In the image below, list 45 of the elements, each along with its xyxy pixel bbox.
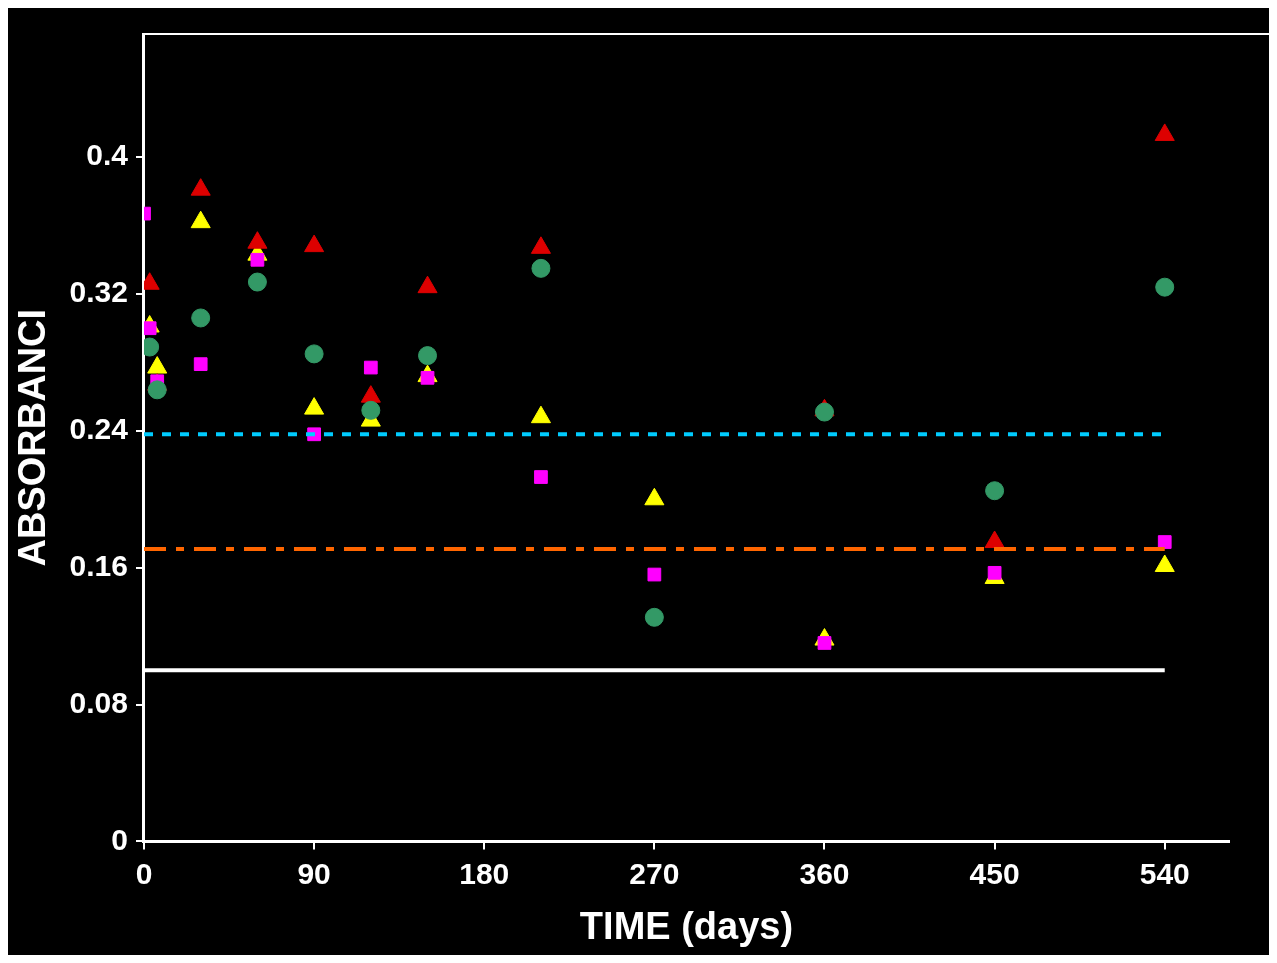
y-tick-label: 0.16 — [69, 548, 128, 582]
point — [250, 252, 265, 267]
point — [531, 258, 551, 278]
x-tick-label: 450 — [969, 856, 1020, 890]
point — [814, 402, 834, 422]
point — [1154, 123, 1175, 141]
y-axis-title: ABSORBANCI — [11, 308, 54, 567]
point — [247, 231, 268, 249]
point — [1157, 535, 1172, 549]
point — [304, 397, 325, 415]
x-tick-label: 90 — [297, 856, 331, 890]
point — [193, 357, 208, 372]
point — [190, 178, 211, 196]
point — [530, 405, 551, 424]
point — [147, 356, 168, 374]
point — [191, 308, 211, 328]
point — [190, 210, 211, 229]
y-tick-label: 0.08 — [69, 685, 128, 719]
point — [418, 346, 438, 366]
x-axis-title: TIME (days) — [579, 904, 794, 947]
point — [530, 236, 551, 254]
point — [534, 470, 548, 484]
x-tick-label: 180 — [459, 856, 510, 890]
point — [304, 344, 324, 364]
point — [647, 567, 662, 582]
y-tick-label: 0.4 — [86, 138, 129, 172]
point — [361, 400, 381, 420]
x-tick-label: 360 — [799, 856, 850, 890]
y-tick-label: 0 — [111, 822, 128, 856]
x-tick-label: 540 — [1139, 856, 1190, 890]
x-tick-label: 0 — [135, 856, 153, 890]
point — [363, 360, 378, 375]
point — [360, 385, 381, 403]
y-tick-label: 0.24 — [69, 412, 129, 446]
point — [147, 380, 167, 400]
point — [417, 275, 438, 294]
point — [143, 321, 157, 336]
point — [987, 565, 1002, 580]
point — [247, 272, 267, 292]
point — [1155, 277, 1175, 297]
point — [644, 607, 664, 627]
x-tick-label: 270 — [629, 856, 680, 890]
point — [304, 234, 325, 253]
point — [985, 481, 1005, 501]
y-tick-label: 0.32 — [69, 275, 128, 309]
